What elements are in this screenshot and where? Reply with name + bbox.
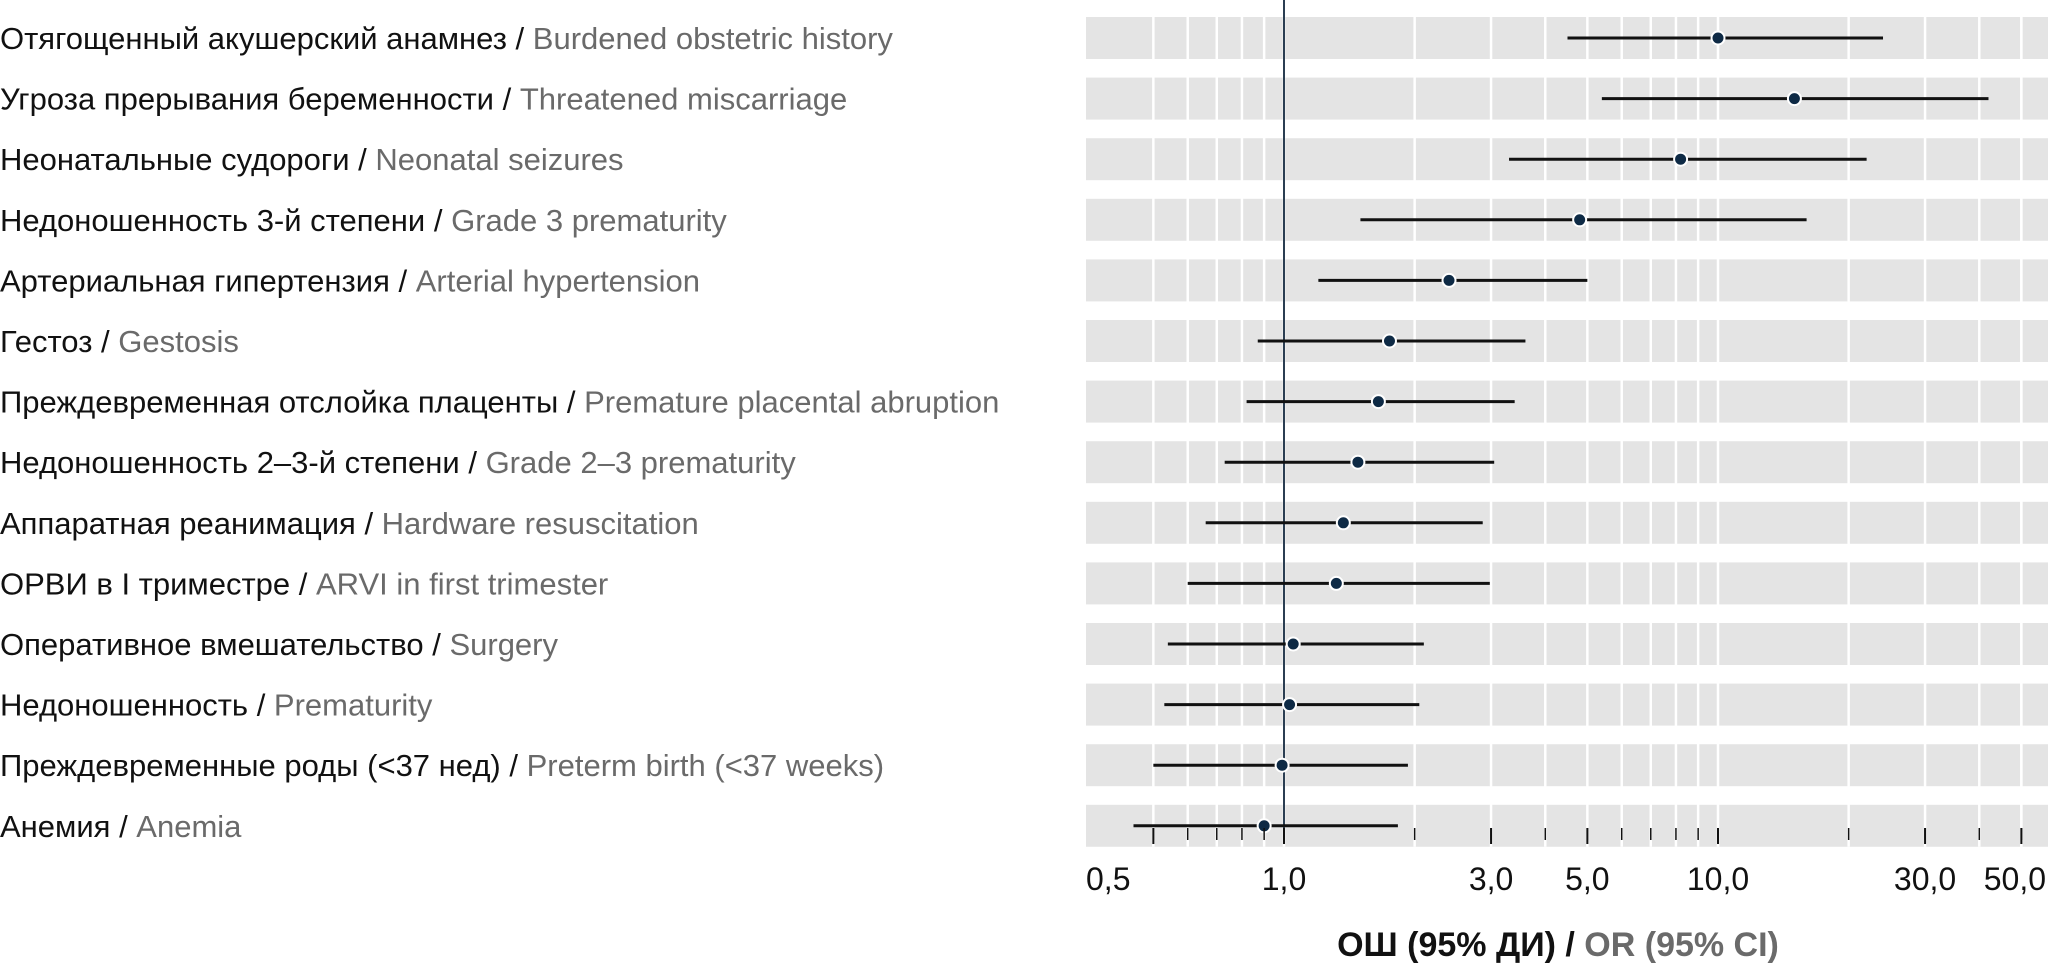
row-label-separator: / bbox=[558, 385, 584, 420]
row-label-en: Hardware resuscitation bbox=[382, 506, 699, 541]
row-label-separator: / bbox=[501, 748, 527, 783]
x-axis-label: ОШ (95% ДИ) / OR (95% CI) bbox=[1337, 926, 1779, 964]
row-label-separator: / bbox=[248, 688, 274, 723]
row-label: Гестоз / Gestosis bbox=[0, 324, 239, 359]
row-label-en: ARVI in first trimester bbox=[316, 567, 608, 602]
row-label-en: Surgery bbox=[449, 627, 558, 662]
row-label-separator: / bbox=[356, 506, 382, 541]
point-estimate bbox=[1572, 212, 1588, 228]
row-label-en: Prematurity bbox=[274, 688, 433, 723]
row-label: ОРВИ в I триместре / ARVI in first trime… bbox=[0, 567, 608, 602]
row-label-separator: / bbox=[390, 264, 416, 299]
row-label-en: Anemia bbox=[136, 809, 242, 844]
row-label-ru: Артериальная гипертензия bbox=[0, 264, 390, 299]
tick-label: 10,0 bbox=[1687, 861, 1749, 897]
row-label-separator: / bbox=[350, 142, 376, 177]
row-label-en: Threatened miscarriage bbox=[520, 82, 847, 117]
row-label-ru: Анемия bbox=[0, 809, 110, 844]
row-label-ru: Преждевременная отслойка плаценты bbox=[0, 385, 558, 420]
row-band bbox=[1086, 380, 2048, 423]
row-label-separator: / bbox=[494, 82, 520, 117]
point-estimate bbox=[1285, 636, 1301, 652]
row-label-en: Arterial hypertension bbox=[416, 264, 700, 299]
x-axis-label-en: OR (95% CI) bbox=[1584, 926, 1779, 964]
row-label-ru: ОРВИ в I триместре bbox=[0, 567, 290, 602]
tick-label: 30,0 bbox=[1894, 861, 1956, 897]
row-label-separator: / bbox=[460, 445, 486, 480]
row-label-separator: / bbox=[92, 324, 118, 359]
point-estimate bbox=[1328, 575, 1344, 591]
tick-label: 5,0 bbox=[1565, 861, 1609, 897]
point-estimate bbox=[1274, 757, 1290, 773]
row-label: Недоношенность 2–3-й степени / Grade 2–3… bbox=[0, 445, 796, 480]
point-estimate bbox=[1710, 30, 1726, 46]
row-label: Неонатальные судороги / Neonatal seizure… bbox=[0, 142, 624, 177]
row-label-ru: Гестоз bbox=[0, 324, 92, 359]
row-label-en: Burdened obstetric history bbox=[533, 21, 894, 56]
row-bands bbox=[1086, 17, 2048, 847]
row-label-ru: Преждевременные роды (<37 нед) bbox=[0, 748, 501, 783]
row-label-separator: / bbox=[507, 21, 533, 56]
row-label-en: Grade 3 prematurity bbox=[451, 203, 727, 238]
row-label-en: Neonatal seizures bbox=[375, 142, 623, 177]
row-label-ru: Угроза прерывания беременности bbox=[0, 82, 494, 117]
row-label: Артериальная гипертензия / Arterial hype… bbox=[0, 264, 700, 299]
row-label-separator: / bbox=[290, 567, 316, 602]
point-estimate bbox=[1282, 697, 1298, 713]
row-label: Преждевременная отслойка плаценты / Prem… bbox=[0, 385, 999, 420]
tick-label: 1,0 bbox=[1262, 861, 1306, 897]
point-estimate bbox=[1786, 91, 1802, 107]
row-label-ru: Неонатальные судороги bbox=[0, 142, 350, 177]
row-label-en: Gestosis bbox=[118, 324, 239, 359]
point-estimate bbox=[1441, 272, 1457, 288]
tick-label: 3,0 bbox=[1469, 861, 1513, 897]
tick-label: 0,5 bbox=[1086, 861, 1130, 897]
row-label-separator: / bbox=[424, 627, 450, 662]
point-estimate bbox=[1673, 151, 1689, 167]
row-label-ru: Недоношенность 2–3-й степени bbox=[0, 445, 460, 480]
row-label: Недоношенность 3-й степени / Grade 3 pre… bbox=[0, 203, 727, 238]
row-label-ru: Отягощенный акушерский анамнез bbox=[0, 21, 507, 56]
row-label: Недоношенность / Prematurity bbox=[0, 688, 433, 723]
row-label-en: Grade 2–3 prematurity bbox=[486, 445, 797, 480]
row-band bbox=[1086, 17, 2048, 59]
x-axis-label-separator: / bbox=[1556, 926, 1584, 964]
row-label-separator: / bbox=[425, 203, 451, 238]
row-label-ru: Аппаратная реанимация bbox=[0, 506, 356, 541]
row-label-en: Preterm birth (<37 weeks) bbox=[527, 748, 884, 783]
row-label-ru: Недоношенность 3-й степени bbox=[0, 203, 425, 238]
point-estimate bbox=[1370, 394, 1386, 410]
confidence-intervals bbox=[1133, 30, 1989, 834]
row-label-ru: Оперативное вмешательство bbox=[0, 627, 424, 662]
row-label: Отягощенный акушерский анамнез / Burdene… bbox=[0, 21, 893, 56]
tick-label: 50,0 bbox=[1984, 861, 2046, 897]
row-label-ru: Недоношенность bbox=[0, 688, 248, 723]
point-estimate bbox=[1350, 454, 1366, 470]
point-estimate bbox=[1381, 333, 1397, 349]
row-label: Анемия / Anemia bbox=[0, 809, 242, 844]
x-axis: 0,5 1,0 3,0 5,0 10,0 30,0 50,0 bbox=[1086, 828, 2046, 897]
row-labels: Отягощенный акушерский анамнез / Burdene… bbox=[0, 21, 999, 844]
row-label: Преждевременные роды (<37 нед) / Preterm… bbox=[0, 748, 884, 783]
row-label: Аппаратная реанимация / Hardware resusci… bbox=[0, 506, 699, 541]
row-label: Угроза прерывания беременности / Threate… bbox=[0, 82, 847, 117]
point-estimate bbox=[1335, 515, 1351, 531]
row-label-separator: / bbox=[110, 809, 136, 844]
row-band bbox=[1086, 320, 2048, 362]
row-label: Оперативное вмешательство / Surgery bbox=[0, 627, 558, 662]
row-label-en: Premature placental abruption bbox=[584, 385, 999, 420]
x-axis-label-ru: ОШ (95% ДИ) bbox=[1337, 926, 1556, 964]
